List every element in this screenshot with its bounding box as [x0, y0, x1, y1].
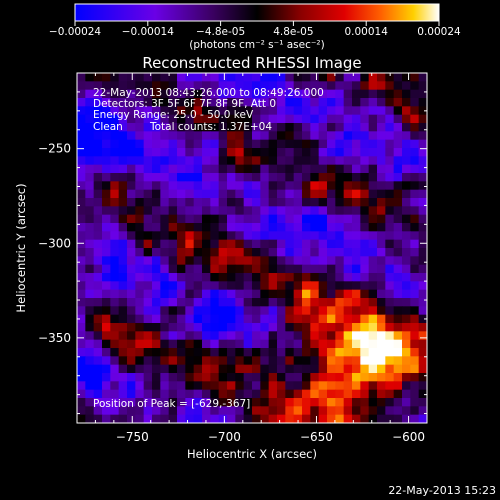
plot-frame [76, 72, 428, 424]
energy-range-annotation: Energy Range: 25.0 - 50.0 keV [93, 109, 254, 121]
clean-annotation: Clean [93, 121, 123, 133]
y-tick-label: −350 [38, 331, 71, 345]
x-axis-label: Heliocentric X (arcsec) [187, 447, 317, 461]
x-tick-label: −700 [208, 430, 241, 444]
x-tick-label: −600 [392, 430, 425, 444]
total-counts-annotation: Total counts: 1.37E+04 [149, 121, 272, 133]
y-tick-label: −250 [38, 142, 71, 156]
colorbar-tick-label: 4.8e-05 [273, 26, 313, 38]
x-tick-label: −650 [300, 430, 333, 444]
y-axis: −250 −300 −350 [38, 72, 427, 415]
heatmap-image [77, 73, 427, 423]
time-range-annotation: 22-May-2013 08:43:26.000 to 08:49:26.000 [93, 87, 324, 99]
detectors-annotation: Detectors: 3F 5F 6F 7F 8F 9F, Att 0 [93, 98, 276, 110]
x-tick-label: −750 [116, 430, 149, 444]
chart-title: Reconstructed RHESSI Image [142, 54, 361, 72]
colorbar-tick-label: −0.00014 [122, 26, 175, 38]
colorbar-tick-label: 0.00014 [344, 26, 388, 38]
colorbar-tick-label: −4.8e-05 [196, 26, 245, 38]
footer-timestamp: 22-May-2013 15:23 [388, 484, 496, 497]
colorbar [74, 3, 440, 22]
colorbar-tick-label: 0.00024 [417, 26, 461, 38]
y-axis-label: Heliocentric Y (arcsec) [14, 183, 28, 312]
colorbar-units: (photons cm⁻² s⁻¹ asec⁻²) [189, 39, 324, 51]
y-tick-label: −300 [38, 236, 71, 250]
colorbar-ticks: −0.00024 −0.00014 −4.8e-05 4.8e-05 0.00014 0.… [49, 21, 461, 38]
colorbar-tick-label: −0.00024 [49, 26, 102, 38]
x-axis: −750 −700 −650 −600 [76, 73, 428, 444]
peak-position-annotation: Position of Peak = [-629,-367] [93, 398, 250, 410]
